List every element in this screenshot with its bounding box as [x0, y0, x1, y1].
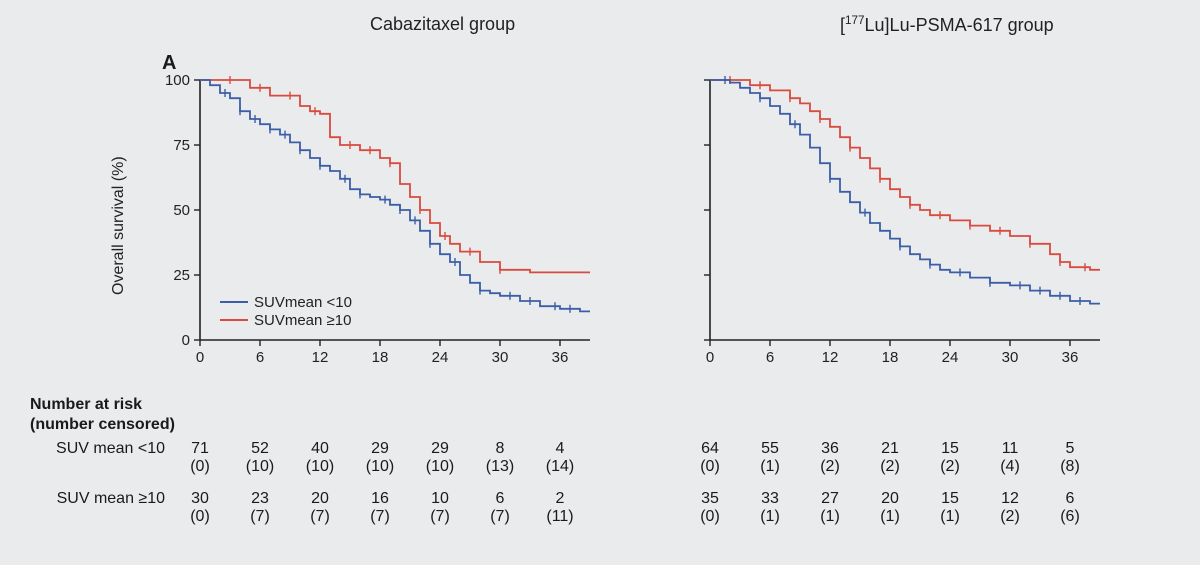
risk-cell: 6(6) [1043, 490, 1097, 527]
risk-row-label-1: SUV mean <10 [20, 440, 165, 458]
risk-table-header: Number at risk (number censored) [30, 395, 175, 435]
svg-text:6: 6 [766, 349, 774, 366]
risk-cell: 15(2) [923, 440, 977, 477]
km-curve-lt10 [200, 80, 590, 311]
svg-text:6: 6 [256, 349, 264, 366]
risk-cell: 52(10) [233, 440, 287, 477]
risk-cell: 23(7) [233, 490, 287, 527]
risk-cell: 27(1) [803, 490, 857, 527]
risk-cell: 4(14) [533, 440, 587, 477]
risk-cell: 35(0) [683, 490, 737, 527]
left-panel-title: Cabazitaxel group [370, 14, 515, 35]
km-curve-ge10 [710, 80, 1100, 270]
risk-table-left: 71(0)52(10)40(10)29(10)29(10)8(13)4(14)3… [150, 440, 610, 550]
svg-text:25: 25 [173, 267, 190, 284]
svg-text:12: 12 [312, 349, 329, 366]
svg-text:24: 24 [942, 349, 959, 366]
risk-cell: 8(13) [473, 440, 527, 477]
legend-lt10: SUVmean <10 [254, 294, 352, 311]
svg-text:0: 0 [196, 349, 204, 366]
svg-text:50: 50 [173, 202, 190, 219]
legend-ge10: SUVmean ≥10 [254, 312, 351, 329]
y-axis-label: Overall survival (%) [110, 156, 128, 295]
risk-cell: 5(8) [1043, 440, 1097, 477]
risk-cell: 30(0) [173, 490, 227, 527]
risk-cell: 15(1) [923, 490, 977, 527]
risk-cell: 29(10) [413, 440, 467, 477]
risk-cell: 64(0) [683, 440, 737, 477]
svg-text:36: 36 [1062, 349, 1079, 366]
svg-text:0: 0 [182, 332, 190, 349]
risk-table-right: 64(0)55(1)36(2)21(2)15(2)11(4)5(8) 35(0)3… [660, 440, 1120, 550]
svg-text:24: 24 [432, 349, 449, 366]
risk-cell: 36(2) [803, 440, 857, 477]
svg-text:12: 12 [822, 349, 839, 366]
risk-cell: 20(1) [863, 490, 917, 527]
risk-cell: 40(10) [293, 440, 347, 477]
risk-cell: 29(10) [353, 440, 407, 477]
svg-text:18: 18 [882, 349, 899, 366]
right-panel-title: [177Lu]Lu-PSMA-617 group [840, 14, 1054, 36]
risk-cell: 55(1) [743, 440, 797, 477]
svg-text:100: 100 [165, 72, 190, 89]
risk-cell: 20(7) [293, 490, 347, 527]
risk-cell: 11(4) [983, 440, 1037, 477]
risk-cell: 10(7) [413, 490, 467, 527]
risk-cell: 33(1) [743, 490, 797, 527]
svg-text:36: 36 [552, 349, 569, 366]
risk-cell: 12(2) [983, 490, 1037, 527]
km-curve-ge10 [200, 80, 590, 272]
km-plot-left: 0 25 50 75 100 0 6 12 18 24 30 36 SUVmean <10SUVmean… [150, 70, 610, 380]
risk-row-label-2: SUV mean ≥10 [20, 490, 165, 508]
svg-text:30: 30 [1002, 349, 1019, 366]
km-curve-lt10 [710, 80, 1100, 304]
svg-text:75: 75 [173, 137, 190, 154]
risk-cell: 21(2) [863, 440, 917, 477]
risk-cell: 16(7) [353, 490, 407, 527]
risk-cell: 6(7) [473, 490, 527, 527]
km-plot-right: 0 6 12 18 24 30 36 [660, 70, 1120, 380]
risk-cell: 2(11) [533, 490, 587, 527]
risk-cell: 71(0) [173, 440, 227, 477]
svg-text:18: 18 [372, 349, 389, 366]
svg-text:30: 30 [492, 349, 509, 366]
svg-text:0: 0 [706, 349, 714, 366]
